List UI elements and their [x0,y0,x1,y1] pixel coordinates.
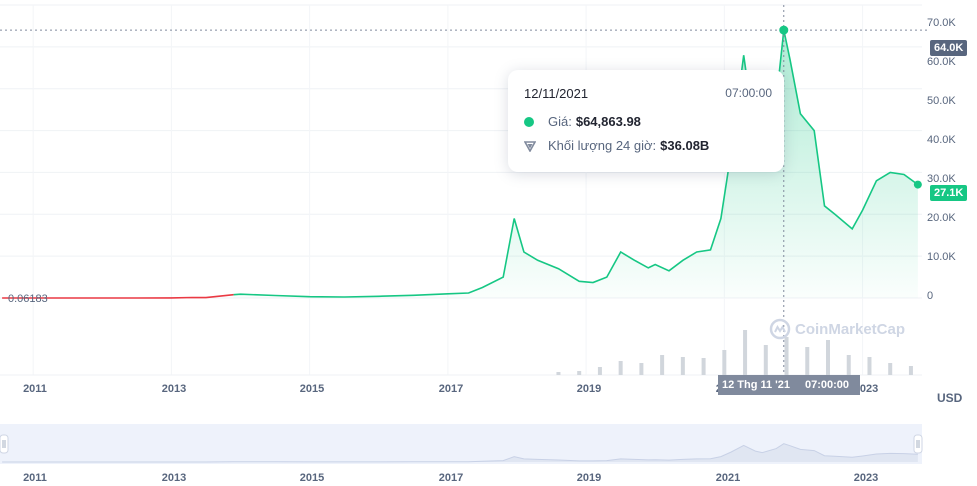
x-tick-label: 2015 [299,383,325,395]
price-line [233,29,919,298]
price-tooltip: 12/11/2021 07:00:00 Giá: $64,863.98 Khối… [508,70,784,172]
volume-bar [867,357,872,375]
currency-label: USD [937,391,963,405]
start-value-label: 0.06183 [8,293,48,305]
volume-bar [680,357,685,375]
y-tick-label: 50.0K [927,95,956,107]
volume-bar [722,350,727,375]
volume-bar [805,347,810,375]
y-tick-label: 40.0K [927,134,956,146]
volume-bar [577,371,582,375]
crosshair-time-tag: 07:00:00 [794,375,860,395]
coinmarketcap-watermark: CoinMarketCap [769,318,905,340]
tooltip-volume-label: Khối lượng 24 giờ: [548,138,657,153]
volume-bar [888,363,893,375]
tooltip-price-row: Giá: $64,863.98 [524,114,641,129]
y-tick-label: 0 [927,290,934,302]
tooltip-date: 12/11/2021 [524,86,589,101]
watermark-text: CoinMarketCap [795,320,906,338]
volume-bar [701,358,706,375]
volume-bar [826,340,831,375]
price-dot-icon [524,116,534,127]
navigator-tick-label: 2013 [161,472,187,484]
tooltip-time: 07:00:00 [725,86,772,100]
y-tick-label: 70.0K [927,17,956,29]
hover-point [779,25,789,35]
tooltip-price-label: Giá: [548,114,572,129]
volume-bar [908,366,913,375]
navigator-handle[interactable] [0,434,9,454]
volume-bar [639,363,644,375]
navigator-tick-label: 2015 [299,472,325,484]
navigator-tick-label: 2017 [438,472,464,484]
x-tick-label: 2013 [161,383,187,395]
coinmarketcap-logo-icon [769,318,791,340]
volume-bar [784,337,789,375]
volume-bar [660,355,665,375]
price-line-early [2,293,234,299]
x-tick-label: 2019 [576,383,602,395]
volume-bar [597,367,602,375]
y-tick-label: 30.0K [927,173,956,185]
navigator-area [2,443,918,462]
crosshair-date-tag: 12 Thg 11 '21 [718,375,794,395]
volume-bar [763,345,768,375]
navigator-tick-label: 2023 [853,472,879,484]
volume-shield-icon [524,140,536,152]
tooltip-volume-row: Khối lượng 24 giờ: $36.08B [524,138,709,153]
current-price-point [913,180,922,189]
x-tick-label: 2011 [23,383,47,395]
max-price-tag: 64.0K [930,40,968,56]
y-tick-label: 10.0K [927,251,956,263]
y-tick-label: 60.0K [927,56,956,68]
volume-bar [846,355,851,375]
navigator-tick-label: 2019 [576,472,602,484]
volume-bar [743,330,748,375]
navigator-tick-label: 2011 [23,472,47,484]
tooltip-price-value: $64,863.98 [575,114,641,129]
volume-bar [618,361,623,375]
navigator-tick-label: 2021 [715,472,741,484]
x-tick-label: 2017 [438,383,464,395]
navigator-handle[interactable] [913,434,923,454]
navigator-line [2,443,918,463]
current-price-tag: 27.1K [930,185,968,201]
y-tick-label: 20.0K [927,212,956,224]
volume-bar [556,372,561,375]
tooltip-volume-value: $36.08B [660,138,710,153]
